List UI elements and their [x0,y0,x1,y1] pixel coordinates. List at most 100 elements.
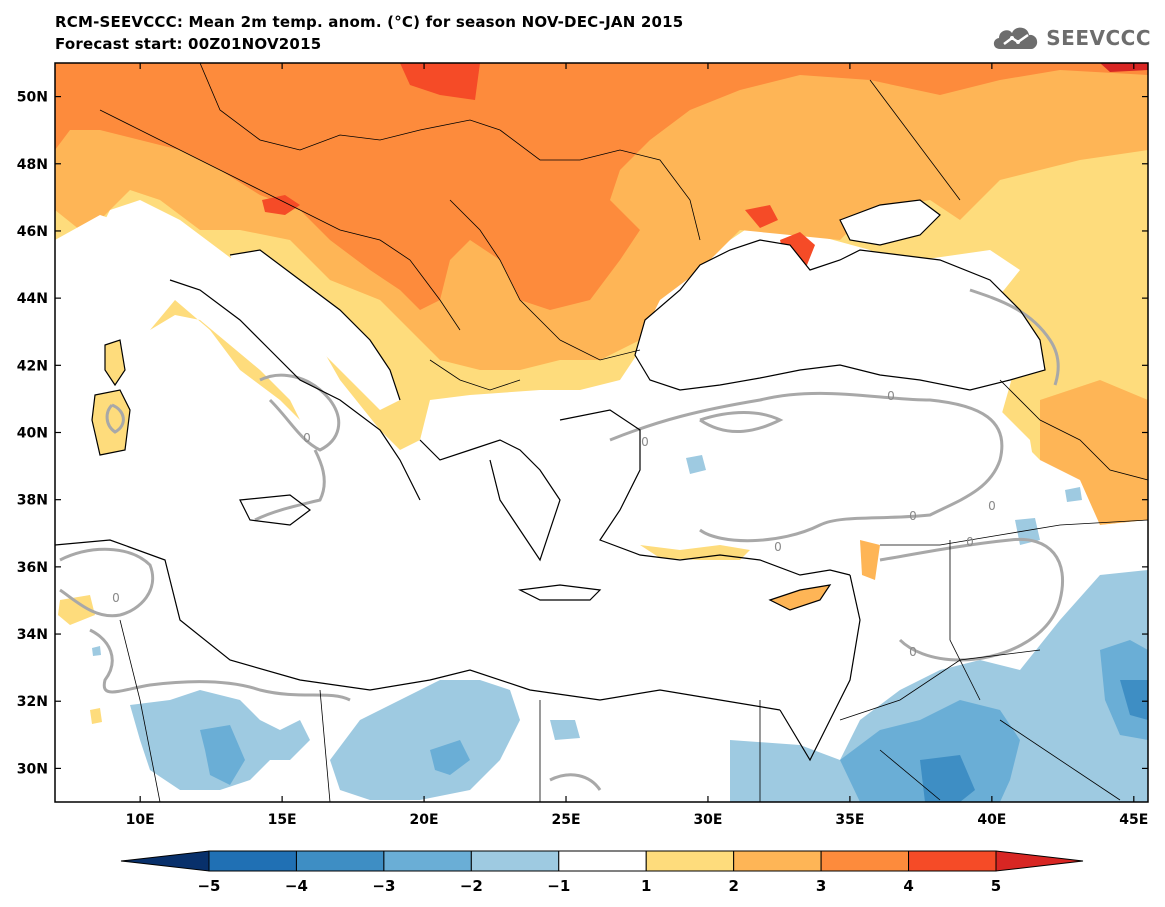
lat-tick-label: 40N [17,426,48,442]
lat-tick-label: 42N [17,358,48,374]
colorbar-label: 5 [991,877,1001,895]
cool-anomaly-fields [92,455,1148,802]
lat-tick-label: 48N [17,157,48,173]
colorbar-segment [908,850,997,872]
lat-tick-label: 46N [17,224,48,240]
lat-tick-label: 32N [17,694,48,710]
colorbar-label: −2 [460,877,483,895]
logo-text: SEEVCCC [1046,26,1151,50]
lebanon-warm [860,540,880,580]
contour-label: 0 [909,509,917,523]
corsica-warm [105,340,125,385]
lon-tick-label: 45E [1119,812,1148,828]
neutral-west-alps [55,215,130,270]
lat-tick-label: 44N [17,291,48,307]
lat-tick-label: 38N [17,493,48,509]
colorbar-label: 2 [728,877,738,895]
colorbar-label: 3 [816,877,826,895]
lon-tick-label: 15E [268,812,297,828]
sardinia-warm [92,390,130,455]
country-borders [99,63,1148,802]
contour-label: 0 [303,431,311,445]
colorbar-label: 4 [903,877,913,895]
lat-tick-label: 34N [17,627,48,643]
cool-arabia-inner [920,755,975,802]
contour-turkey [609,391,1004,543]
adriatic-sea [230,250,400,410]
contour-sardinia [105,403,125,434]
cool-arabia-mid [840,700,1020,802]
cloud-icon [994,27,1038,49]
colorbar-arrow-low [120,850,210,872]
cool-arabia-east-inner [1120,680,1148,720]
azov-coast [839,199,941,246]
cool-syria-dot [1065,487,1082,502]
contour-levant [879,537,1065,662]
cool-libya-east [330,680,520,800]
contour-egypt [549,773,602,791]
colorbar-label: −4 [285,877,308,895]
lat-tick-label: 50N [17,90,48,106]
sicily-coast [239,494,311,526]
field-3-4 [55,63,1148,310]
contour-caucasus [969,288,1060,386]
zero-contours [59,288,1065,791]
latitude-axis: 50N 48N 46N 44N 42N 40N 38N 36N 34N 32N 30N [17,90,1148,777]
libya-warm-dot [90,708,102,724]
greece-coast [419,439,561,562]
map-canvas: 0 0 0 0 0 0 0 0 0 [55,63,1148,802]
colorbar-label: −3 [372,877,395,895]
lon-tick-label: 25E [551,812,580,828]
contour-label: 0 [887,389,895,403]
colorbar-label: −1 [547,877,570,895]
cool-libya-small [550,720,580,740]
cool-libya-west-mid [200,725,245,785]
africa-coast [55,539,781,711]
field-4-5-crimea-n [745,205,778,228]
colorbar-arrow-high [995,850,1084,872]
seevccc-logo: SEEVCCC [990,22,1151,54]
field-gt5-ne [1100,63,1148,72]
contour-label: 0 [988,499,996,513]
contour-libya [89,628,351,702]
tyrrhenian-sea [140,300,310,520]
lat-tick-label: 36N [17,560,48,576]
longitude-axis: 10E 15E 20E 25E 30E 35E 40E 45E [126,63,1148,828]
turkey-coast [559,409,851,576]
lon-tick-label: 40E [977,812,1006,828]
contour-label: 0 [112,591,120,605]
colorbar-segment [820,850,910,872]
contour-label: 0 [641,435,649,449]
contour-italy [259,373,341,452]
contour-label: 0 [966,535,974,549]
lat-tick-label: 30N [17,761,48,777]
cool-libya-dot [92,646,101,656]
map-title: RCM-SEEVCCC: Mean 2m temp. anom. (°C) fo… [55,13,684,31]
tunisia-warm [58,595,95,625]
neutral-turkey [610,390,1040,550]
black-sea-coast [634,239,1046,391]
colorbar-segment [733,850,822,872]
lon-tick-label: 20E [410,812,439,828]
contour-sicily [254,449,326,522]
field-4-5-north [400,63,480,100]
colorbar: −5 −4 −3 −2 −1 1 2 3 4 5 [120,850,1084,895]
cool-egypt [730,570,1148,802]
field-4-5-alps [262,195,300,215]
contour-labels: 0 0 0 0 0 0 0 0 0 [112,389,996,659]
levant-coast [779,574,861,762]
italy-coast-warm [150,300,300,420]
coastal-warm-strips [58,300,880,724]
contour-tunisia [59,547,155,618]
colorbar-label: −5 [197,877,220,895]
field-warm-east [1040,380,1148,525]
sardinia-coast [91,389,131,456]
cyprus-warm [770,585,830,610]
coastlines [55,199,1046,762]
corsica-coast [104,339,126,387]
italy-coast [169,249,421,501]
colorbar-segment [383,850,472,872]
cool-turkey-dot [686,455,706,474]
colorbar-segment [208,850,297,872]
